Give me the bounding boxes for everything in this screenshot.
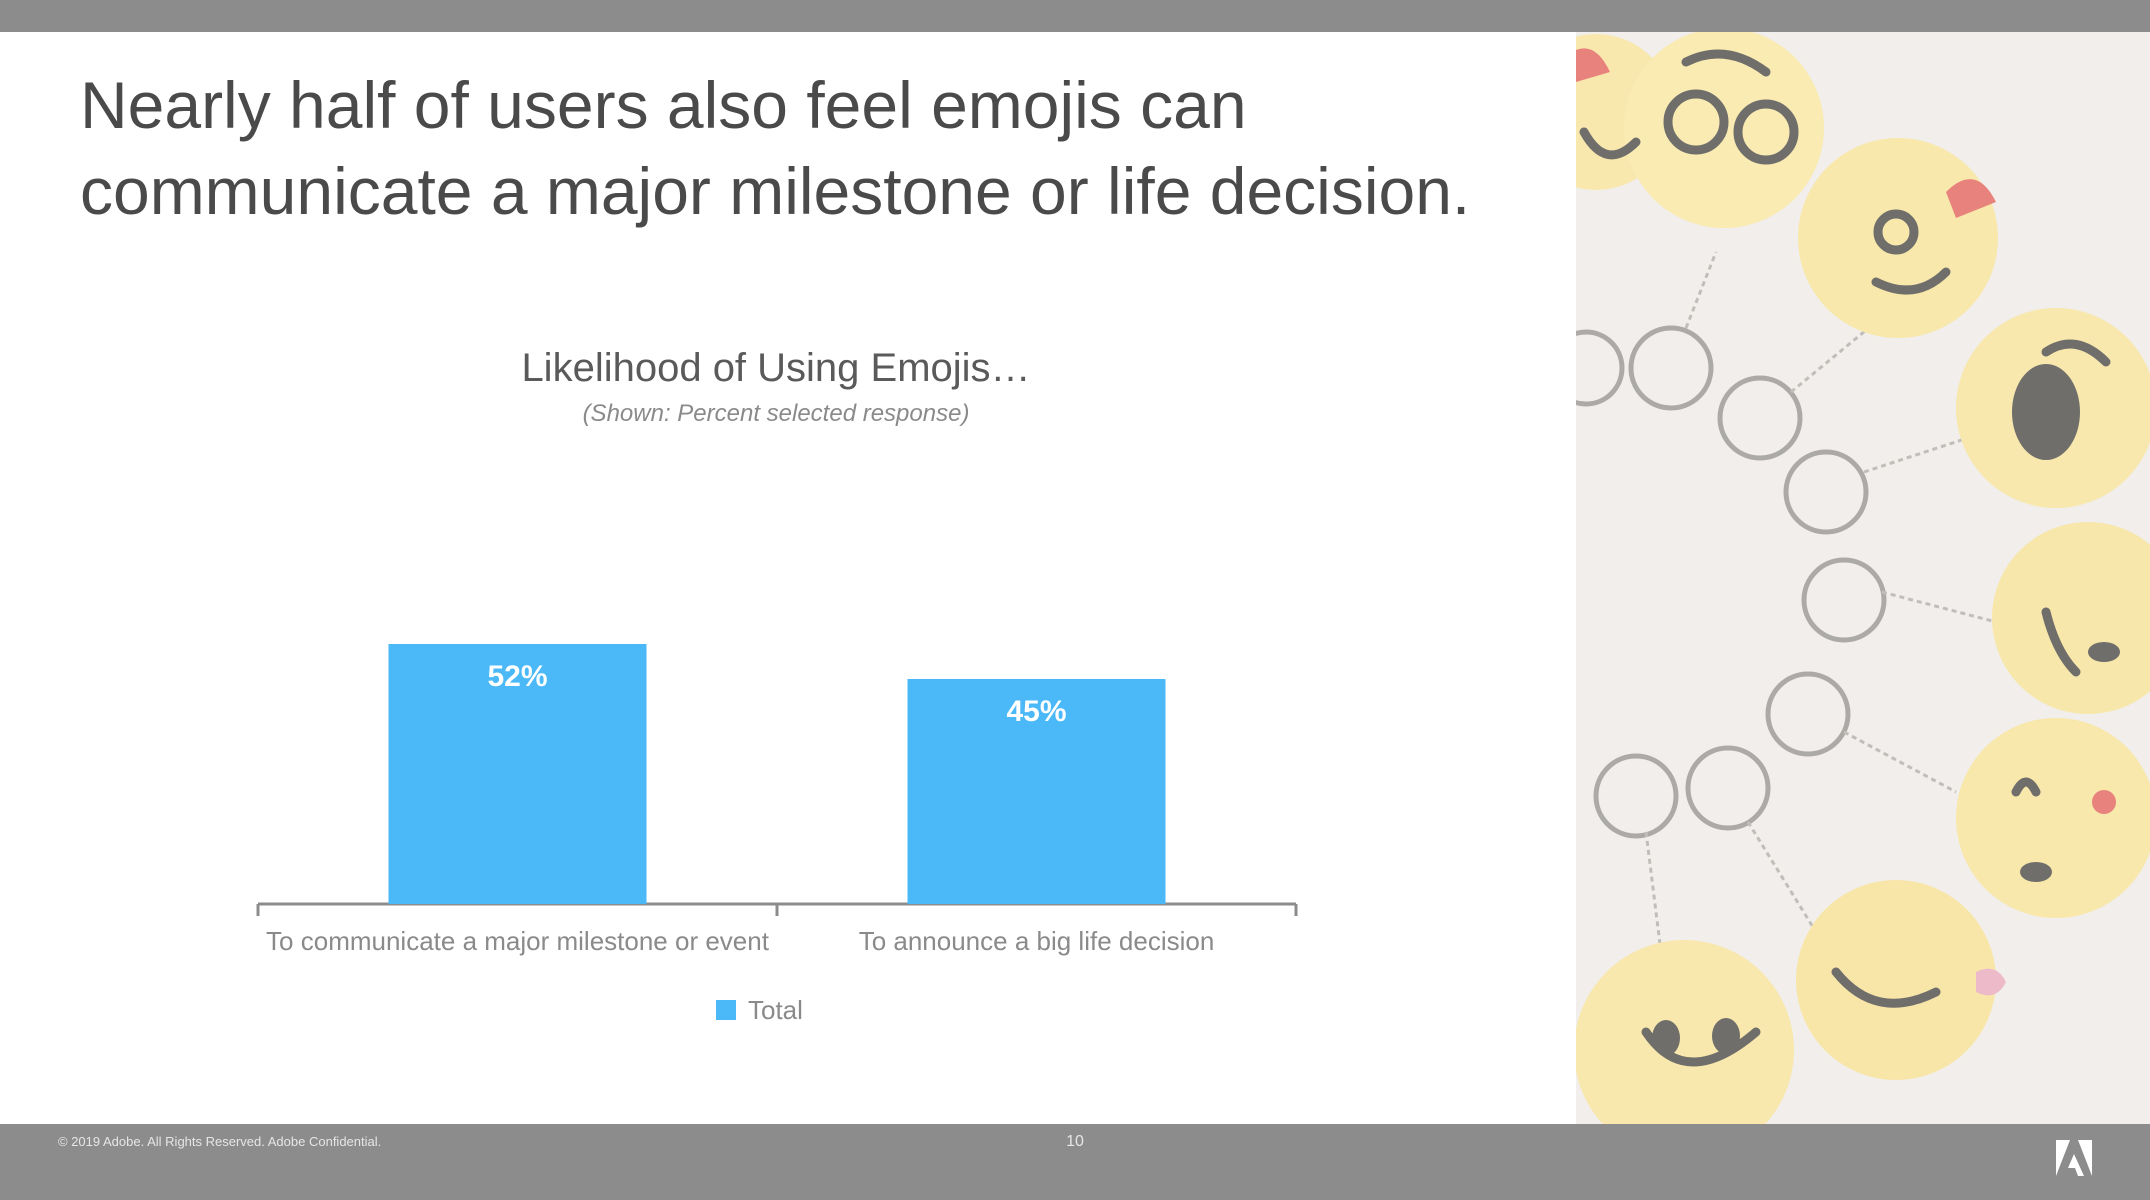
chart-subtitle: (Shown: Percent selected response)	[582, 400, 970, 427]
headline-line-1: Nearly half of users also feel emojis ca…	[80, 68, 1247, 142]
page-number: 10	[1066, 1133, 1084, 1150]
slide-headline: Nearly half of users also feel emojis ca…	[80, 62, 1540, 234]
footer-copyright: © 2019 Adobe. All Rights Reserved. Adobe…	[58, 1134, 382, 1149]
bar-chart: 52% To communicate a major milestone or e…	[256, 644, 1298, 956]
bar	[907, 679, 1166, 904]
bar	[388, 644, 647, 904]
bar-data-label: 52%	[487, 660, 547, 693]
top-bar	[0, 0, 2150, 32]
legend-swatch	[716, 1000, 736, 1020]
adobe-logo-icon	[2056, 1140, 2092, 1176]
chart-title: Likelihood of Using Emojis…	[521, 346, 1031, 390]
bar-data-label: 45%	[1006, 695, 1066, 728]
x-tick-label: To announce a big life decision	[859, 926, 1215, 956]
legend-label: Total	[748, 994, 803, 1025]
headline-line-2: communicate a major milestone or life de…	[80, 154, 1471, 228]
emoji-photo-illustration	[1576, 32, 2150, 1124]
footer-bar	[0, 1124, 2150, 1200]
x-tick-label: To communicate a major milestone or even…	[266, 926, 770, 956]
emoji-keychains-photo	[1576, 32, 2150, 1124]
chart-legend: Total	[716, 990, 803, 1030]
